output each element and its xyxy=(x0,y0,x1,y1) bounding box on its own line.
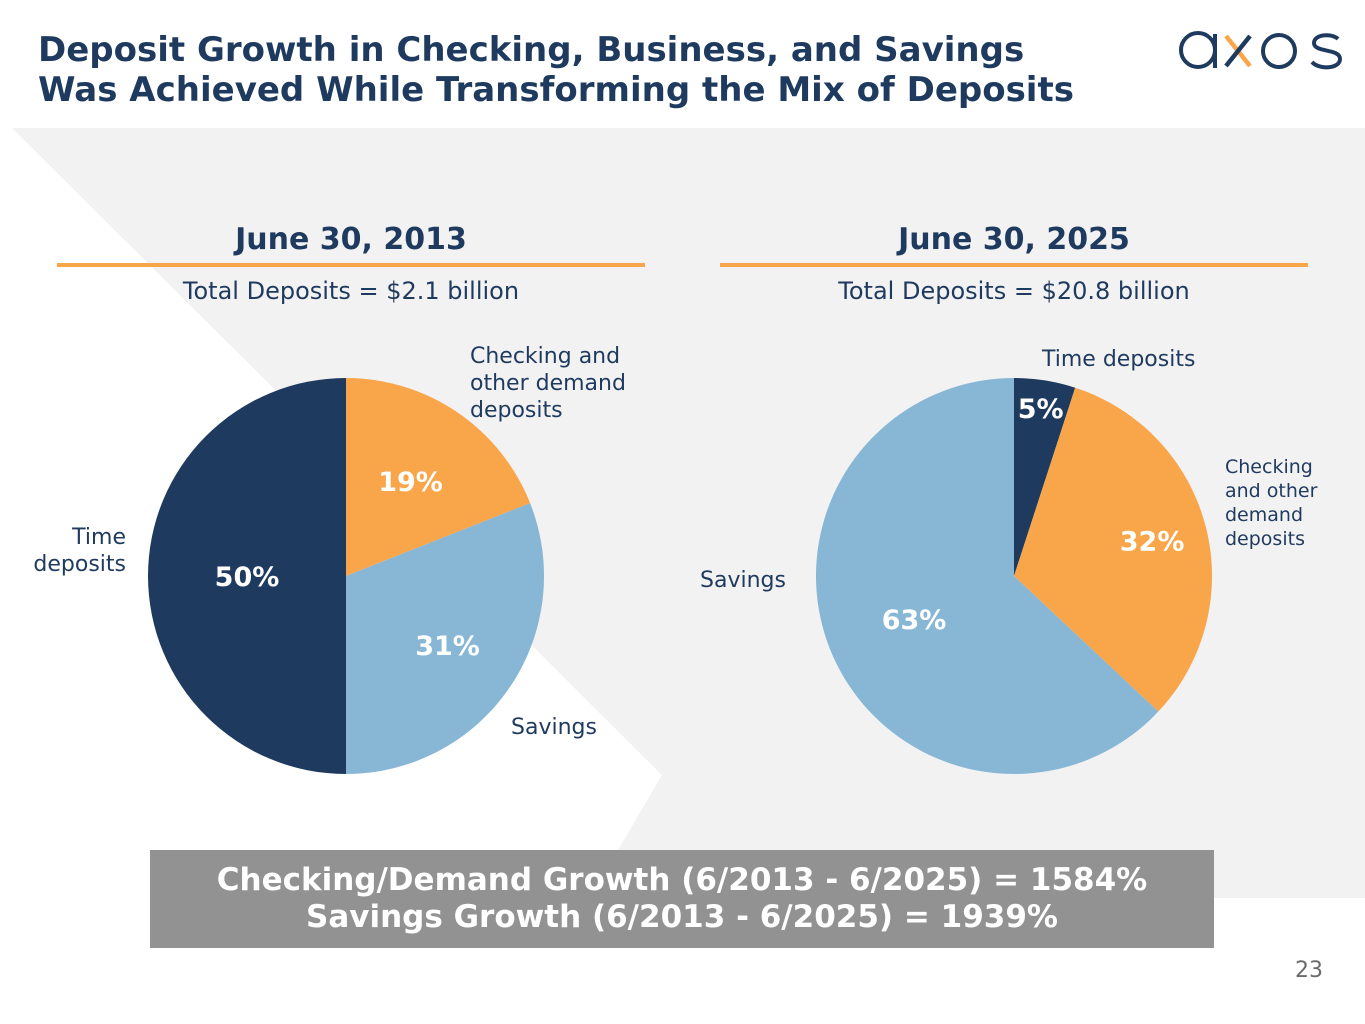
checking-growth-text: Checking/Demand Growth (6/2013 - 6/2025)… xyxy=(216,862,1148,898)
callout-2025-checking: Checking and other demand deposits xyxy=(1225,456,1318,550)
chart-2025-title: June 30, 2025 xyxy=(898,222,1130,257)
callout-2025-savings: Savings xyxy=(700,568,786,593)
pie-2025-slice-0 xyxy=(1014,378,1076,576)
callout-2013-savings: Savings xyxy=(511,715,597,740)
chart-2013-title: June 30, 2013 xyxy=(235,222,467,257)
pie-2013-slice-1 xyxy=(346,503,545,774)
page-title: Deposit Growth in Checking, Business, an… xyxy=(38,30,1074,110)
pie-2025-label-2: 63% xyxy=(882,605,947,636)
page-number: 23 xyxy=(1295,958,1323,983)
chart-2025-subtitle: Total Deposits = $20.8 billion xyxy=(838,277,1190,305)
callout-2013-time: Time deposits xyxy=(33,525,126,577)
pie-2013-label-1: 31% xyxy=(415,631,480,662)
savings-growth-text: Savings Growth (6/2013 - 6/2025) = 1939% xyxy=(306,899,1058,935)
chart-2013-divider xyxy=(57,263,645,267)
pie-2025-label-0: 5% xyxy=(1018,394,1064,425)
pie-2013-label-2: 50% xyxy=(215,562,280,593)
pie-2025-slice-2 xyxy=(816,378,1159,774)
chart-2013-subtitle: Total Deposits = $2.1 billion xyxy=(182,277,520,305)
page-title-line-1: Deposit Growth in Checking, Business, an… xyxy=(38,30,1025,70)
chart-2025-divider xyxy=(720,263,1308,267)
pie-2013-label-0: 19% xyxy=(378,467,443,498)
pie-2013-slice-0 xyxy=(346,378,531,576)
callout-2013-checking: Checking and other demand deposits xyxy=(470,344,626,423)
growth-summary-box: Checking/Demand Growth (6/2013 - 6/2025)… xyxy=(150,850,1214,948)
pie-2013-slice-2 xyxy=(148,378,346,774)
pie-2025-label-1: 32% xyxy=(1120,527,1185,558)
pie-2025-slice-1 xyxy=(1014,387,1213,712)
page-title-line-2: Was Achieved While Transforming the Mix … xyxy=(38,70,1074,110)
axos-logo xyxy=(1179,31,1343,70)
callout-2025-time: Time deposits xyxy=(1042,347,1196,372)
